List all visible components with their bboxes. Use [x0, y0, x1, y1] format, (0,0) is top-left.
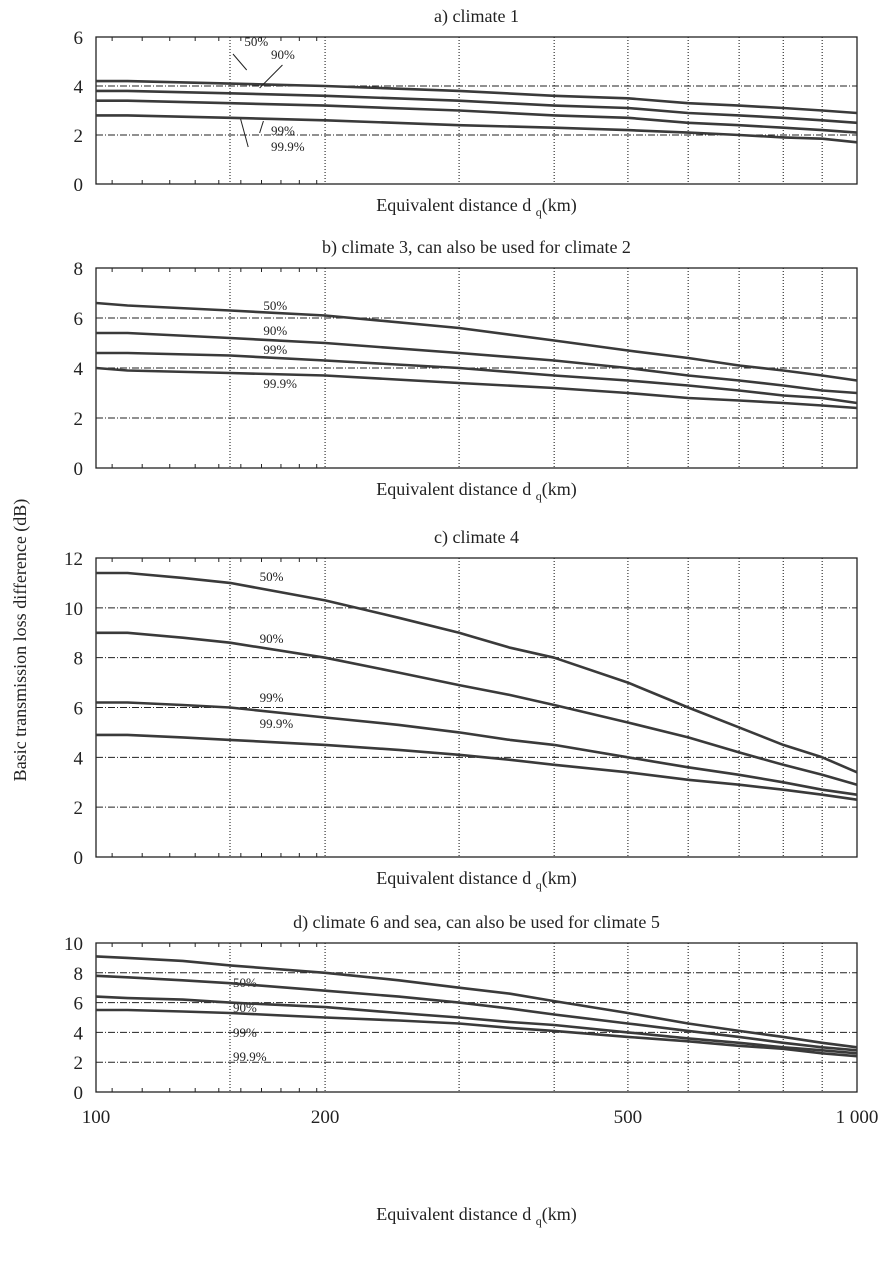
x-tick-label: 200 [311, 1107, 340, 1128]
label-leader-line [259, 120, 264, 134]
series-line-1 [96, 331, 858, 395]
y-tick-label: 6 [74, 699, 84, 720]
x-tick-label: 100 [82, 1107, 111, 1128]
series-label: 99% [260, 690, 284, 705]
x-axis-label: Equivalent distance d q(km) [376, 195, 576, 219]
series-label: 99% [271, 123, 295, 138]
series-label: 90% [263, 323, 287, 338]
plot-frame [95, 36, 858, 185]
chart-title: c) climate 4 [434, 527, 519, 548]
plot-frame [95, 942, 858, 1093]
series-line-3 [96, 1008, 858, 1058]
x-tick-label: 1 000 [836, 1107, 879, 1128]
y-tick-label: 8 [74, 964, 84, 985]
y-tick-label: 4 [74, 748, 84, 769]
series-label: 99.9% [260, 716, 294, 731]
series-line-2 [95, 995, 858, 1055]
series-label: 99.9% [271, 139, 305, 154]
y-axis-label: Basic transmission loss difference (dB) [10, 499, 31, 782]
series-line-0 [95, 301, 858, 382]
series-line-0 [95, 955, 858, 1049]
y-tick-label: 6 [74, 28, 84, 49]
y-tick-label: 6 [74, 994, 84, 1015]
y-tick-label: 2 [74, 798, 84, 819]
y-tick-label: 4 [74, 1023, 84, 1044]
y-tick-label: 4 [74, 359, 84, 380]
y-tick-label: 0 [74, 459, 84, 480]
chart-title: b) climate 3, can also be used for clima… [322, 237, 631, 258]
series-line-1 [96, 631, 858, 786]
series-line-0 [96, 79, 858, 115]
chart-title: d) climate 6 and sea, can also be used f… [293, 912, 660, 933]
series-line-1 [95, 974, 858, 1052]
y-tick-label: 6 [74, 309, 84, 330]
y-tick-label: 8 [74, 649, 84, 670]
series-line-2 [96, 701, 858, 796]
series-label: 99.9% [233, 1049, 267, 1064]
y-tick-label: 12 [64, 549, 83, 570]
plot-frame [95, 557, 858, 858]
x-axis-label: Equivalent distance d q(km) [376, 868, 576, 892]
series-line-2 [96, 99, 858, 134]
series-line-3 [96, 114, 858, 144]
series-label: 99% [263, 342, 287, 357]
y-tick-label: 2 [74, 1053, 84, 1074]
series-label: 50% [260, 569, 284, 584]
series-label: 50% [244, 34, 268, 49]
y-tick-label: 4 [74, 77, 84, 98]
chart-panel: 0 2 4 6 8 10 12 50% 90% 99% 99.9% c) climate 4 Equiv… [64, 527, 858, 892]
x-axis-label: Equivalent distance d q(km) [376, 479, 576, 503]
series-label: 90% [271, 47, 295, 62]
series-label: 99.9% [263, 376, 297, 391]
series-line-1 [96, 89, 858, 125]
y-tick-label: 0 [74, 848, 84, 869]
y-tick-label: 2 [74, 409, 84, 430]
chart-panel: 0 2 4 6 50%90% 99%99.9% a) climate 1 Equivalent… [74, 6, 858, 219]
series-label: 50% [233, 975, 257, 990]
chart-panel: 0 2 4 6 8 50% 90% 99% 99.9% b) climate 3, can als… [74, 237, 858, 503]
series-line-2 [96, 351, 858, 405]
x-axis-label: Equivalent distance d q(km) [376, 1204, 576, 1228]
series-line-0 [96, 571, 858, 774]
y-tick-label: 10 [64, 599, 83, 620]
y-tick-label: 0 [74, 1083, 84, 1104]
y-tick-label: 2 [74, 126, 84, 147]
label-leader-line [232, 53, 248, 71]
series-line-3 [95, 366, 858, 410]
label-leader-line [240, 118, 249, 148]
x-tick-label: 500 [614, 1107, 643, 1128]
y-tick-label: 8 [74, 259, 84, 280]
series-label: 99% [233, 1025, 257, 1040]
series-label: 90% [260, 631, 284, 646]
label-leader-line [259, 64, 283, 89]
y-tick-label: 10 [64, 934, 83, 955]
chart-title: a) climate 1 [434, 6, 519, 27]
series-line-3 [96, 733, 858, 801]
series-label: 50% [263, 298, 287, 313]
y-tick-label: 0 [74, 175, 84, 196]
